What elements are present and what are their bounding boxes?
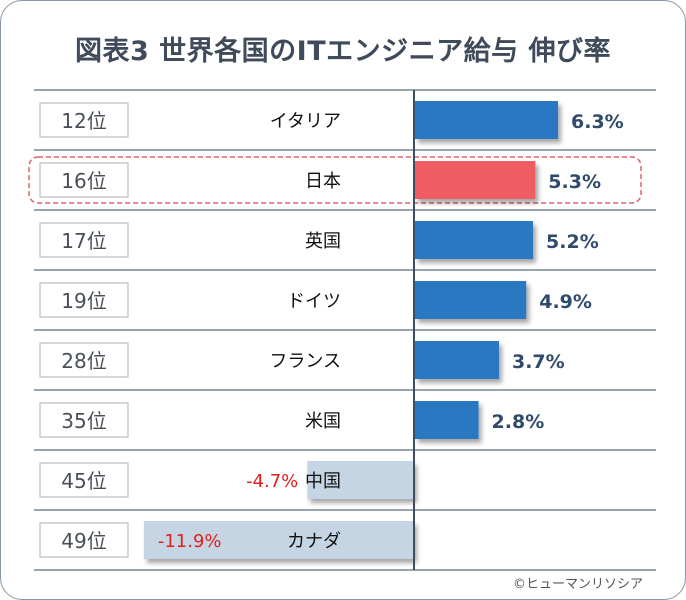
bar [307,461,414,499]
rank-label: 19位 [61,289,106,313]
chart-title: 図表3 世界各国のITエンジニア給与 伸び率 [74,36,612,67]
rank-box [39,162,129,198]
highlight-outline [28,156,642,204]
rank-box [39,462,129,498]
bar [415,401,479,439]
data-label: 6.3% [571,111,624,133]
rank-box [39,402,129,438]
category-label: 中国 [305,471,341,492]
data-label: 2.8% [492,411,545,433]
rank-label: 28位 [61,349,106,373]
data-label: 3.7% [512,351,565,373]
rank-label: 45位 [61,469,106,493]
data-label: 5.2% [546,231,599,253]
credit-text: ©ヒューマンリソシア [512,577,643,592]
rank-box [39,282,129,318]
bar [143,521,414,559]
category-label: 日本 [305,171,341,192]
bar [415,341,499,379]
data-label: 4.9% [539,291,592,313]
rank-box [39,222,129,258]
category-label: フランス [269,351,341,372]
category-label: カナダ [287,531,341,552]
data-label: 5.3% [548,171,601,193]
rank-label: 49位 [61,529,106,553]
category-label: ドイツ [287,291,341,312]
bar [415,221,534,259]
category-label: 英国 [305,231,341,252]
category-label: 米国 [305,411,341,432]
rank-box [39,102,129,138]
rank-label: 17位 [61,229,106,253]
rank-box [39,522,129,558]
bar [415,161,536,199]
bar [415,281,527,319]
category-label: イタリア [270,111,341,132]
rank-box [39,342,129,378]
rank-label: 12位 [61,109,106,133]
data-label: -4.7% [246,471,298,492]
bar [415,101,559,139]
data-label: -11.9% [158,531,222,552]
rank-label: 16位 [61,169,106,193]
rank-label: 35位 [61,409,106,433]
